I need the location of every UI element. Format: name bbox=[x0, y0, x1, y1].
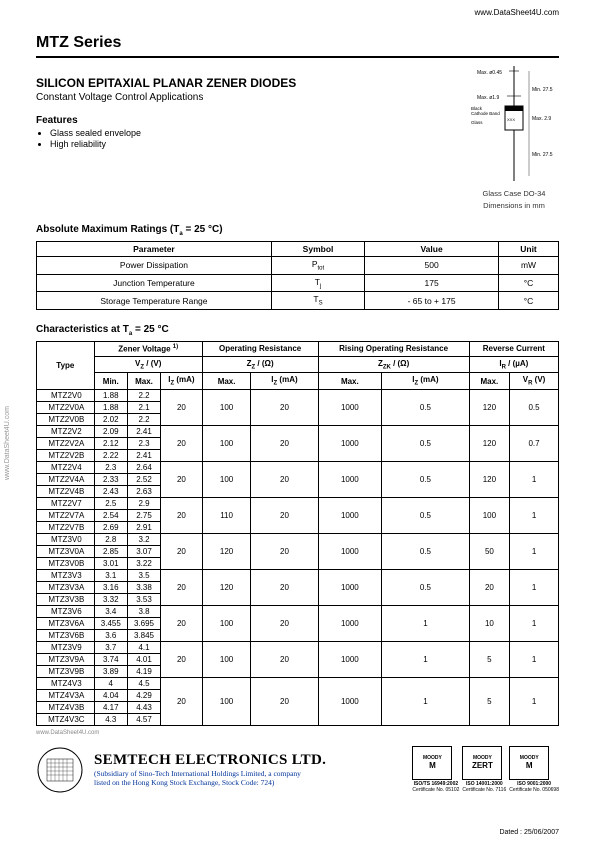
char-row: MTZ2V72.52.9201102010000.51001 bbox=[37, 497, 559, 509]
char-h-opres: Operating Resistance bbox=[202, 342, 318, 357]
company-name: SEMTECH ELECTRONICS LTD. bbox=[94, 752, 326, 769]
characteristics-table: Type Zener Voltage 1) Operating Resistan… bbox=[36, 341, 559, 726]
svg-text:Cathode Band: Cathode Band bbox=[471, 111, 500, 116]
series-title: MTZ Series bbox=[36, 34, 559, 52]
char-col-header: IZ (mA) bbox=[251, 373, 318, 390]
char-row: MTZ2V01.882.2201002010000.51200.5 bbox=[37, 389, 559, 401]
feature-item: High reliability bbox=[50, 139, 469, 149]
pkg-mark: XXX bbox=[507, 117, 515, 122]
package-caption-2: Dimensions in mm bbox=[469, 201, 559, 210]
cert-badge: MOODYZERTISO 14001:2000Certificate No. 7… bbox=[462, 746, 506, 793]
char-row: MTZ2V22.092.41201002010000.51200.7 bbox=[37, 425, 559, 437]
pkg-glass-label: Glass bbox=[471, 120, 483, 125]
features-title: Features bbox=[36, 115, 469, 126]
amr-row: Storage Temperature RangeTS- 65 to + 175… bbox=[37, 292, 559, 310]
cert-badge: MOODYMISO/TS 16949:2002Certificate No. 0… bbox=[412, 746, 459, 793]
char-title: Characteristics at Ta = 25 °C bbox=[36, 324, 559, 337]
char-row: MTZ3V02.83.2201202010000.5501 bbox=[37, 533, 559, 545]
company-logo-icon bbox=[36, 746, 84, 794]
pkg-d1-label: Max. ø0.45 bbox=[477, 70, 502, 76]
char-col-header: IZ (mA) bbox=[161, 373, 203, 390]
char-row: MTZ3V93.74.120100201000151 bbox=[37, 641, 559, 653]
feature-item: Glass sealed envelope bbox=[50, 128, 469, 138]
amr-title: Absolute Maximum Ratings (Ta = 25 °C) bbox=[36, 224, 559, 237]
pkg-l3-label: Min. 27.5 bbox=[532, 152, 553, 158]
char-col-header: IZ (mA) bbox=[382, 373, 470, 390]
datasheet-url-top: www.DataSheet4U.com bbox=[475, 8, 559, 17]
char-col-header: Max. bbox=[202, 373, 251, 390]
features-list: Glass sealed envelopeHigh reliability bbox=[36, 128, 469, 149]
char-h-risop: Rising Operating Resistance bbox=[318, 342, 469, 357]
char-col-header: VR (V) bbox=[510, 373, 559, 390]
company-sub-2: listed on the Hong Kong Stock Exchange, … bbox=[94, 778, 326, 787]
char-row: MTZ4V344.520100201000151 bbox=[37, 677, 559, 689]
char-col-header: Max. bbox=[318, 373, 382, 390]
amr-h-param: Parameter bbox=[37, 242, 272, 257]
char-h-zener: Zener Voltage 1) bbox=[94, 342, 202, 357]
pkg-l2-label: Max. 2.9 bbox=[532, 116, 551, 122]
char-row: MTZ2V42.32.64201002010000.51201 bbox=[37, 461, 559, 473]
headline: SILICON EPITAXIAL PLANAR ZENER DIODES bbox=[36, 76, 469, 90]
amr-h-symbol: Symbol bbox=[271, 242, 364, 257]
cert-badge: MOODYMISO 9001:2000Certificate No. 05069… bbox=[509, 746, 559, 793]
char-col-header: Max. bbox=[469, 373, 509, 390]
pkg-d2-label: Max. ø1.9 bbox=[477, 95, 499, 101]
package-diagram: Max. ø0.45 Min. 27.5 Max. ø1.9 XXX Black… bbox=[469, 66, 559, 210]
char-row: MTZ3V63.43.8201002010001101 bbox=[37, 605, 559, 617]
pkg-l1-label: Min. 27.5 bbox=[532, 87, 553, 93]
datasheet-url-side: www.DataSheet4U.com bbox=[4, 406, 11, 480]
dated-label: Dated : 25/06/2007 bbox=[499, 829, 559, 836]
header-rule bbox=[36, 56, 559, 58]
char-row: MTZ3V33.13.5201202010000.5201 bbox=[37, 569, 559, 581]
company-sub-1: (Subsidiary of Sino-Tech International H… bbox=[94, 769, 326, 778]
certification-badges: MOODYMISO/TS 16949:2002Certificate No. 0… bbox=[412, 746, 559, 793]
amr-table: Parameter Symbol Value Unit Power Dissip… bbox=[36, 241, 559, 310]
amr-row: Junction TemperatureTj175°C bbox=[37, 274, 559, 292]
amr-h-unit: Unit bbox=[499, 242, 559, 257]
package-caption-1: Glass Case DO-34 bbox=[469, 189, 559, 198]
char-h-type: Type bbox=[37, 342, 95, 390]
subhead: Constant Voltage Control Applications bbox=[36, 92, 469, 103]
datasheet-url-bottom: www.DataSheet4U.com bbox=[36, 730, 559, 736]
char-col-header: Max. bbox=[127, 373, 160, 390]
char-h-rev: Reverse Current bbox=[469, 342, 558, 357]
char-col-header: Min. bbox=[94, 373, 127, 390]
footer: SEMTECH ELECTRONICS LTD. (Subsidiary of … bbox=[36, 746, 559, 794]
amr-h-value: Value bbox=[365, 242, 499, 257]
amr-row: Power DissipationPtot500mW bbox=[37, 257, 559, 275]
